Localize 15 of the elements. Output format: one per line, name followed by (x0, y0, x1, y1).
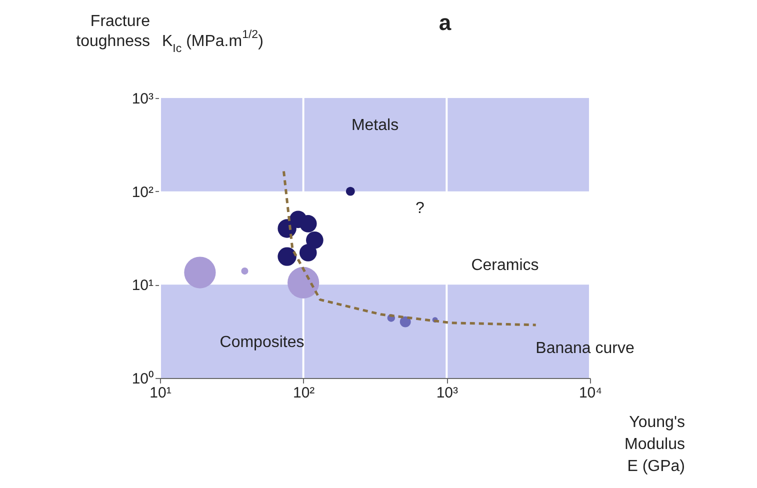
x-axis-title: Young's Modulus E (GPa) (624, 414, 685, 475)
annotation: ? (416, 200, 425, 217)
annotation: Metals (351, 117, 399, 134)
annotation: Composites (220, 334, 304, 351)
annotation: Banana curve (536, 340, 634, 357)
chart-title: a (438, 10, 452, 35)
annotation: Ceramics (471, 257, 539, 274)
y-tick-label: 10³ (132, 90, 154, 108)
x-tick-label: 10⁴ (578, 384, 602, 402)
y-tick-label: 10² (132, 184, 154, 201)
x-tick-label: 10³ (436, 384, 458, 402)
y-tick-label: 10⁰ (132, 370, 154, 388)
y-tick-label: 10¹ (132, 277, 154, 294)
x-tick-label: 10¹ (150, 384, 172, 402)
x-tick-label: 10² (292, 384, 315, 402)
